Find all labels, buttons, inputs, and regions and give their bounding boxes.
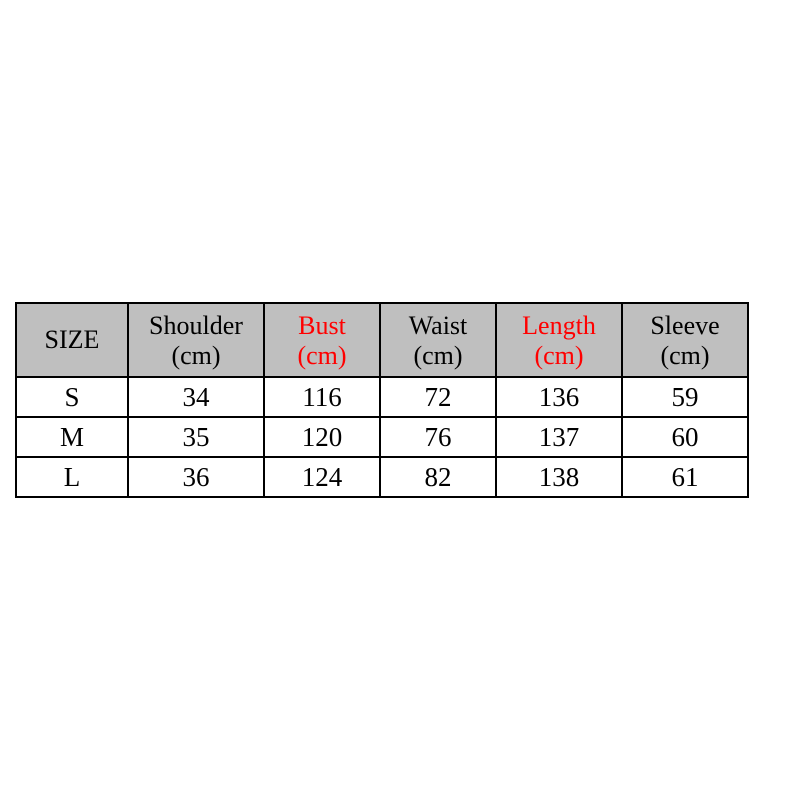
cell-1-2: 120 — [264, 417, 380, 457]
col-header-label: Bust — [267, 311, 377, 341]
size-chart-table: SIZEShoulder(cm)Bust(cm)Waist(cm)Length(… — [15, 302, 749, 498]
col-header-4: Length(cm) — [496, 303, 622, 377]
cell-1-3: 76 — [380, 417, 496, 457]
table-row: S341167213659 — [16, 377, 748, 417]
cell-0-0: S — [16, 377, 128, 417]
col-header-label: Length — [499, 311, 619, 341]
cell-0-2: 116 — [264, 377, 380, 417]
cell-2-5: 61 — [622, 457, 748, 497]
col-header-5: Sleeve(cm) — [622, 303, 748, 377]
cell-0-4: 136 — [496, 377, 622, 417]
col-header-unit: (cm) — [131, 341, 261, 371]
col-header-2: Bust(cm) — [264, 303, 380, 377]
cell-0-1: 34 — [128, 377, 264, 417]
cell-1-0: M — [16, 417, 128, 457]
col-header-unit: (cm) — [267, 341, 377, 371]
col-header-3: Waist(cm) — [380, 303, 496, 377]
col-header-unit: (cm) — [625, 341, 745, 371]
cell-1-5: 60 — [622, 417, 748, 457]
col-header-unit: (cm) — [383, 341, 493, 371]
col-header-1: Shoulder(cm) — [128, 303, 264, 377]
table-row: L361248213861 — [16, 457, 748, 497]
cell-0-5: 59 — [622, 377, 748, 417]
col-header-label: Shoulder — [131, 311, 261, 341]
col-header-0: SIZE — [16, 303, 128, 377]
table-row: M351207613760 — [16, 417, 748, 457]
col-header-label: Sleeve — [625, 311, 745, 341]
cell-2-3: 82 — [380, 457, 496, 497]
cell-1-4: 137 — [496, 417, 622, 457]
header-row: SIZEShoulder(cm)Bust(cm)Waist(cm)Length(… — [16, 303, 748, 377]
cell-2-0: L — [16, 457, 128, 497]
col-header-label: Waist — [383, 311, 493, 341]
cell-1-1: 35 — [128, 417, 264, 457]
col-header-unit: (cm) — [499, 341, 619, 371]
cell-2-2: 124 — [264, 457, 380, 497]
cell-0-3: 72 — [380, 377, 496, 417]
cell-2-1: 36 — [128, 457, 264, 497]
cell-2-4: 138 — [496, 457, 622, 497]
